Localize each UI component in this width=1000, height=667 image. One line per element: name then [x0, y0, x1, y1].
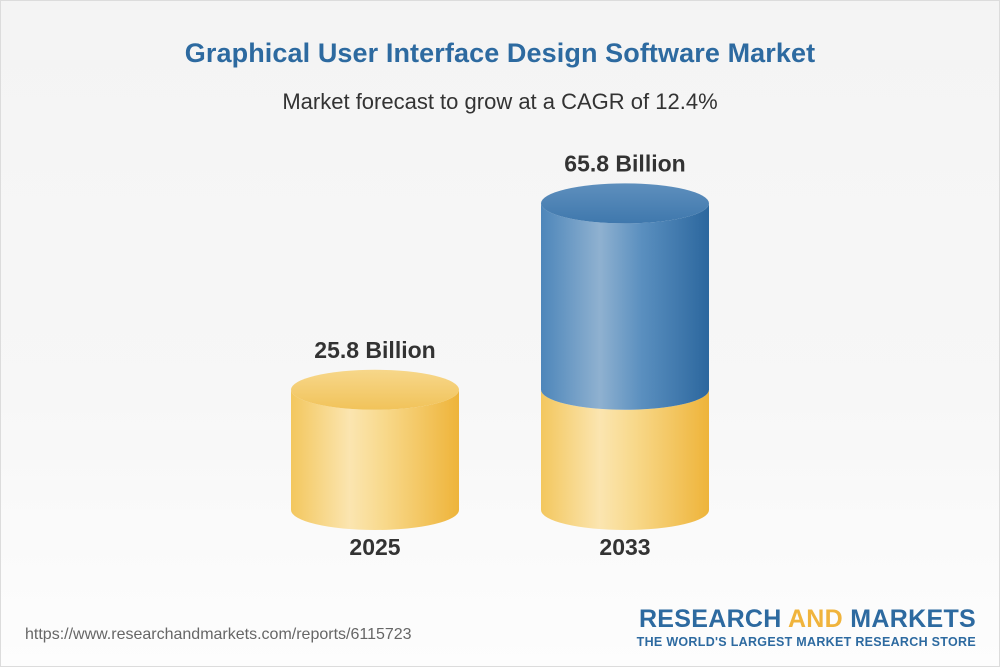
chart-subtitle: Market forecast to grow at a CAGR of 12.…	[282, 89, 718, 114]
chart-title: Graphical User Interface Design Software…	[184, 38, 816, 68]
x-tick-label-2025: 2025	[349, 534, 400, 560]
source-url[interactable]: https://www.researchandmarkets.com/repor…	[25, 626, 412, 643]
bar-2033-top	[541, 183, 709, 224]
brand-tagline: THE WORLD'S LARGEST MARKET RESEARCH STOR…	[636, 635, 976, 649]
bar-2033-base-segment	[541, 389, 709, 530]
value-label-2033: 65.8 Billion	[564, 150, 685, 176]
brand-name: RESEARCH AND MARKETS	[624, 605, 976, 634]
brand-logo[interactable]: RESEARCH AND MARKETS THE WORLD'S LARGEST…	[624, 605, 976, 649]
bar-2025-top	[291, 369, 459, 410]
brand-word-research: RESEARCH	[638, 605, 788, 633]
x-tick-label-2033: 2033	[599, 534, 650, 560]
bar-2033-growth-segment	[541, 203, 709, 410]
brand-word-markets: MARKETS	[843, 605, 976, 633]
bar-2025	[291, 389, 459, 530]
brand-word-and: AND	[787, 605, 844, 633]
value-label-2025: 25.8 Billion	[314, 337, 435, 363]
